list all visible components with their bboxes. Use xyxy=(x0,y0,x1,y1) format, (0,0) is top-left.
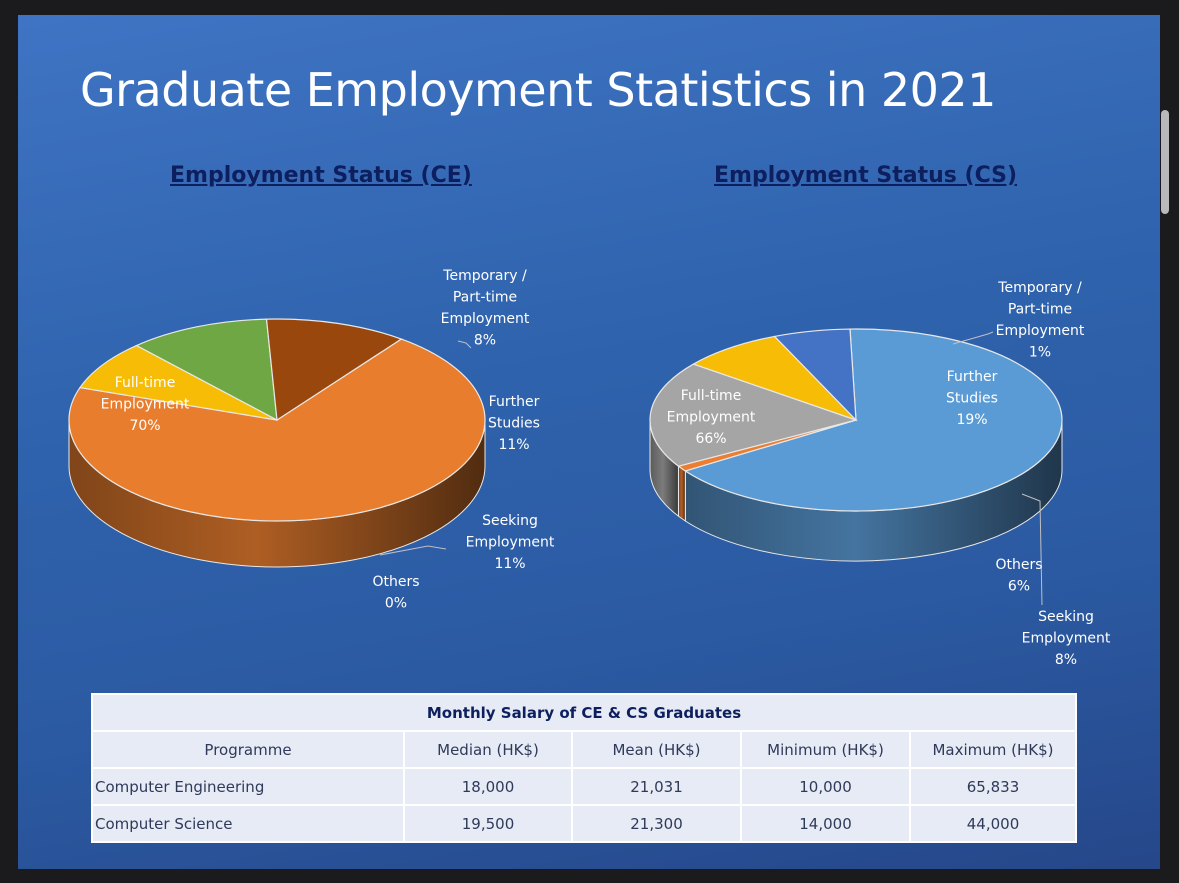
pie-slice xyxy=(265,318,403,422)
pie-chart-ce: Full-time Employment 70% Temporary / Part-ti… xyxy=(68,268,555,612)
header-programme: Programme xyxy=(91,730,405,769)
data-label: Further Studies 19% xyxy=(946,369,998,428)
header-minimum: Minimum (HK$) xyxy=(740,730,911,769)
header-median: Median (HK$) xyxy=(403,730,573,769)
data-label: Seeking Employment 8% xyxy=(1022,609,1111,668)
chart-title-ce: Employment Status (CE) xyxy=(170,163,472,188)
leader-line xyxy=(1021,493,1043,606)
cell-maximum: 44,000 xyxy=(909,804,1077,843)
table-row: Computer Engineering 18,000 21,031 10,00… xyxy=(91,767,1077,806)
data-label: Temporary / Part-time Employment 1% xyxy=(996,280,1085,361)
pie-slice xyxy=(683,328,1063,512)
cell-median: 18,000 xyxy=(403,767,573,806)
table-row: Computer Science 19,500 21,300 14,000 44… xyxy=(91,804,1077,843)
salary-table: Monthly Salary of CE & CS Graduates Prog… xyxy=(91,693,1077,843)
data-label: Others 6% xyxy=(995,557,1042,595)
cell-programme: Computer Science xyxy=(91,804,405,843)
data-label: Others 0% xyxy=(372,574,419,612)
data-label: Temporary / Part-time Employment 8% xyxy=(441,268,530,349)
pie-slice xyxy=(78,344,278,421)
data-label: Full-time Employment 66% xyxy=(667,388,756,447)
header-maximum: Maximum (HK$) xyxy=(909,730,1077,769)
pie-chart-cs: Full-time Employment 66% Temporary / Part-ti… xyxy=(649,280,1111,668)
cell-mean: 21,031 xyxy=(571,767,742,806)
leader-line xyxy=(952,331,994,345)
cell-mean: 21,300 xyxy=(571,804,742,843)
leader-line xyxy=(379,545,447,556)
pie-slice xyxy=(68,338,486,522)
scrollbar-thumb[interactable] xyxy=(1161,110,1169,214)
cell-maximum: 65,833 xyxy=(909,767,1077,806)
header-mean: Mean (HK$) xyxy=(571,730,742,769)
chart-title-cs: Employment Status (CS) xyxy=(714,163,1018,188)
slide: Graduate Employment Statistics in 2021 E… xyxy=(18,15,1160,869)
pie-slice xyxy=(773,328,857,422)
slide-title: Graduate Employment Statistics in 2021 xyxy=(80,63,996,117)
cell-median: 19,500 xyxy=(403,804,573,843)
leader-line xyxy=(457,340,472,349)
table-header-row: Programme Median (HK$) Mean (HK$) Minimu… xyxy=(91,730,1077,769)
pie-slice-side xyxy=(677,465,686,522)
cell-minimum: 14,000 xyxy=(740,804,911,843)
data-label: Full-time Employment 70% xyxy=(101,375,190,434)
data-label: Seeking Employment 11% xyxy=(466,513,555,572)
table-caption: Monthly Salary of CE & CS Graduates xyxy=(91,693,1077,732)
cell-programme: Computer Engineering xyxy=(91,767,405,806)
pie-slice xyxy=(649,363,859,467)
data-label: Further Studies 11% xyxy=(488,394,540,453)
pie-slice xyxy=(135,318,278,422)
cell-minimum: 10,000 xyxy=(740,767,911,806)
pie-slice xyxy=(692,335,857,421)
